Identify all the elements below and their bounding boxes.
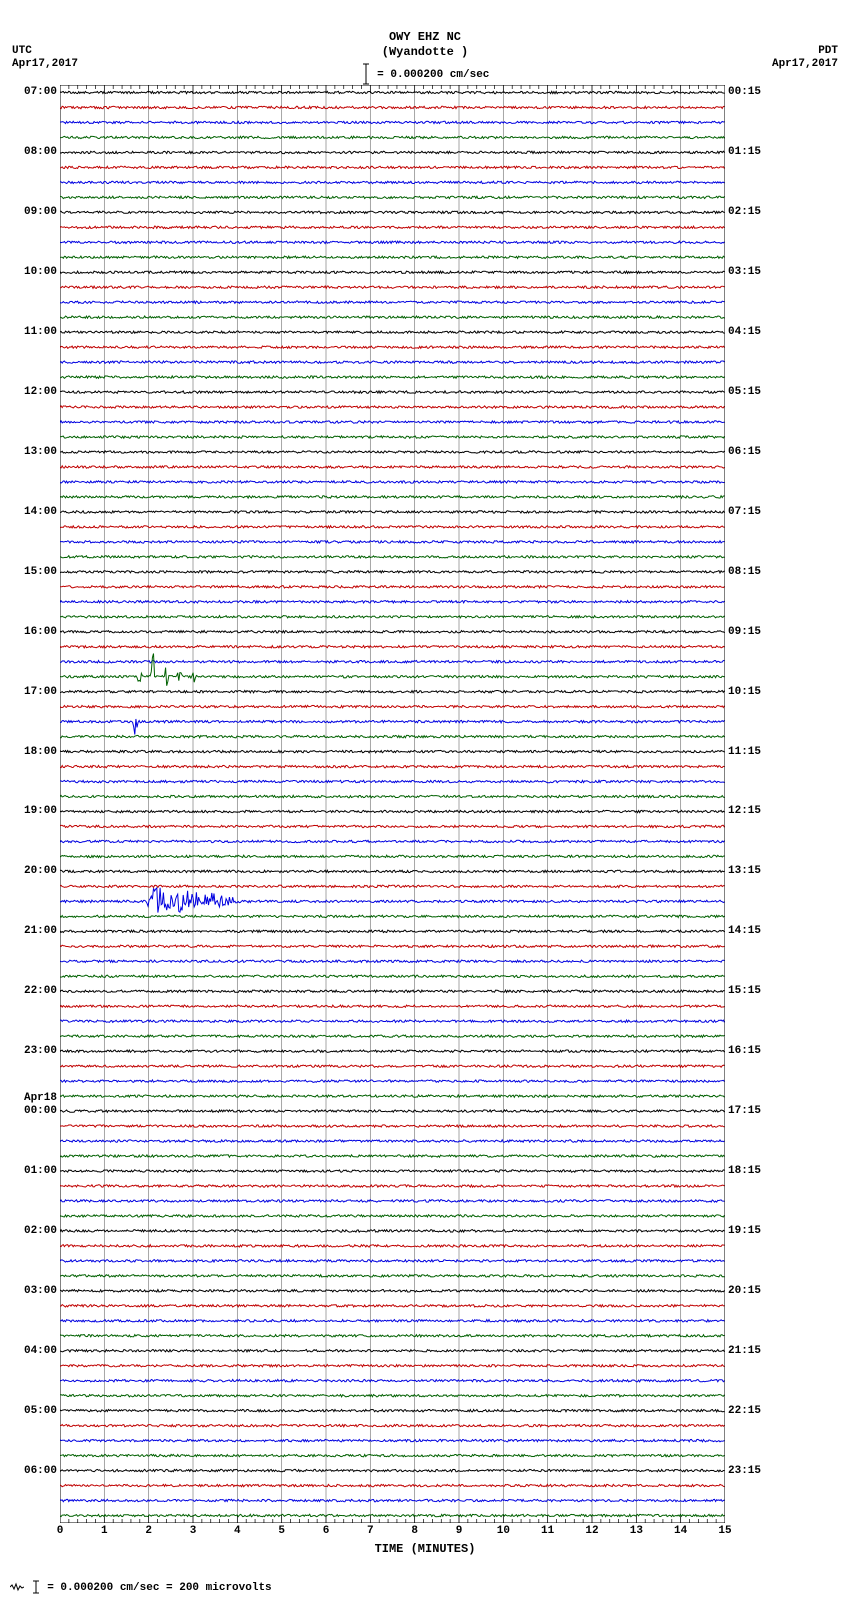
tz-left-date: Apr17,2017 bbox=[12, 58, 78, 70]
scale-bar-icon bbox=[361, 62, 371, 86]
right-time-label: 04:15 bbox=[728, 326, 761, 338]
left-time-label: 05:00 bbox=[24, 1405, 57, 1417]
tz-right-label: PDT bbox=[818, 45, 838, 57]
x-tick-label: 7 bbox=[360, 1525, 380, 1537]
x-tick-label: 2 bbox=[139, 1525, 159, 1537]
x-tick-label: 6 bbox=[316, 1525, 336, 1537]
left-time-label: 06:00 bbox=[24, 1465, 57, 1477]
right-time-label: 19:15 bbox=[728, 1225, 761, 1237]
right-time-label: 17:15 bbox=[728, 1105, 761, 1117]
tz-right-date: Apr17,2017 bbox=[772, 58, 838, 70]
x-tick-label: 14 bbox=[671, 1525, 691, 1537]
right-time-label: 20:15 bbox=[728, 1285, 761, 1297]
scale-indicator: = 0.000200 cm/sec bbox=[0, 62, 850, 86]
right-time-label: 11:15 bbox=[728, 746, 761, 758]
left-time-label: 16:00 bbox=[24, 626, 57, 638]
right-time-label: 21:15 bbox=[728, 1345, 761, 1357]
left-time-label: 14:00 bbox=[24, 506, 57, 518]
right-time-label: 09:15 bbox=[728, 626, 761, 638]
left-time-label: 23:00 bbox=[24, 1045, 57, 1057]
footer-scale-bar-icon bbox=[31, 1580, 41, 1594]
left-time-label: 04:00 bbox=[24, 1345, 57, 1357]
left-time-label: 11:00 bbox=[24, 326, 57, 338]
left-time-label: 07:00 bbox=[24, 86, 57, 98]
x-tick-label: 12 bbox=[582, 1525, 602, 1537]
x-tick-label: 4 bbox=[227, 1525, 247, 1537]
x-tick-label: 15 bbox=[715, 1525, 735, 1537]
seismogram-plot bbox=[60, 85, 725, 1523]
x-tick-label: 3 bbox=[183, 1525, 203, 1537]
left-time-label: 17:00 bbox=[24, 686, 57, 698]
tz-left-label: UTC bbox=[12, 45, 32, 57]
right-time-label: 06:15 bbox=[728, 446, 761, 458]
right-time-label: 07:15 bbox=[728, 506, 761, 518]
x-tick-label: 10 bbox=[493, 1525, 513, 1537]
right-time-label: 23:15 bbox=[728, 1465, 761, 1477]
footer-scale: = 0.000200 cm/sec = 200 microvolts bbox=[10, 1580, 272, 1594]
x-tick-label: 0 bbox=[50, 1525, 70, 1537]
left-time-label: 18:00 bbox=[24, 746, 57, 758]
scale-text: = 0.000200 cm/sec bbox=[371, 69, 490, 81]
left-time-label: 10:00 bbox=[24, 266, 57, 278]
station-title: OWY EHZ NC bbox=[0, 30, 850, 44]
left-time-label: 03:00 bbox=[24, 1285, 57, 1297]
right-time-label: 08:15 bbox=[728, 566, 761, 578]
left-time-label: 13:00 bbox=[24, 446, 57, 458]
left-time-label: 21:00 bbox=[24, 925, 57, 937]
x-tick-label: 5 bbox=[272, 1525, 292, 1537]
left-date-break: Apr18 bbox=[24, 1092, 57, 1104]
left-time-label: 15:00 bbox=[24, 566, 57, 578]
x-tick-label: 9 bbox=[449, 1525, 469, 1537]
x-tick-label: 11 bbox=[538, 1525, 558, 1537]
right-time-label: 05:15 bbox=[728, 386, 761, 398]
left-time-label: 09:00 bbox=[24, 206, 57, 218]
x-tick-label: 13 bbox=[626, 1525, 646, 1537]
right-time-label: 00:15 bbox=[728, 86, 761, 98]
left-time-label: 01:00 bbox=[24, 1165, 57, 1177]
left-time-label: 20:00 bbox=[24, 865, 57, 877]
x-tick-label: 1 bbox=[94, 1525, 114, 1537]
seismogram-container: OWY EHZ NC (Wyandotte ) = 0.000200 cm/se… bbox=[0, 0, 850, 1613]
right-time-label: 02:15 bbox=[728, 206, 761, 218]
right-time-label: 14:15 bbox=[728, 925, 761, 937]
x-tick-label: 8 bbox=[405, 1525, 425, 1537]
right-time-label: 22:15 bbox=[728, 1405, 761, 1417]
footer-wiggle-icon bbox=[10, 1580, 24, 1594]
left-time-label: 02:00 bbox=[24, 1225, 57, 1237]
right-time-label: 16:15 bbox=[728, 1045, 761, 1057]
right-time-label: 03:15 bbox=[728, 266, 761, 278]
left-time-label: 12:00 bbox=[24, 386, 57, 398]
right-time-label: 12:15 bbox=[728, 805, 761, 817]
left-time-label: 00:00 bbox=[24, 1105, 57, 1117]
left-time-label: 08:00 bbox=[24, 146, 57, 158]
right-time-label: 15:15 bbox=[728, 985, 761, 997]
left-time-label: 22:00 bbox=[24, 985, 57, 997]
right-time-label: 01:15 bbox=[728, 146, 761, 158]
right-time-label: 18:15 bbox=[728, 1165, 761, 1177]
left-time-label: 19:00 bbox=[24, 805, 57, 817]
x-axis-label: TIME (MINUTES) bbox=[0, 1542, 850, 1556]
right-time-label: 10:15 bbox=[728, 686, 761, 698]
footer-text: = 0.000200 cm/sec = 200 microvolts bbox=[41, 1582, 272, 1594]
right-time-label: 13:15 bbox=[728, 865, 761, 877]
station-subtitle: (Wyandotte ) bbox=[0, 45, 850, 59]
